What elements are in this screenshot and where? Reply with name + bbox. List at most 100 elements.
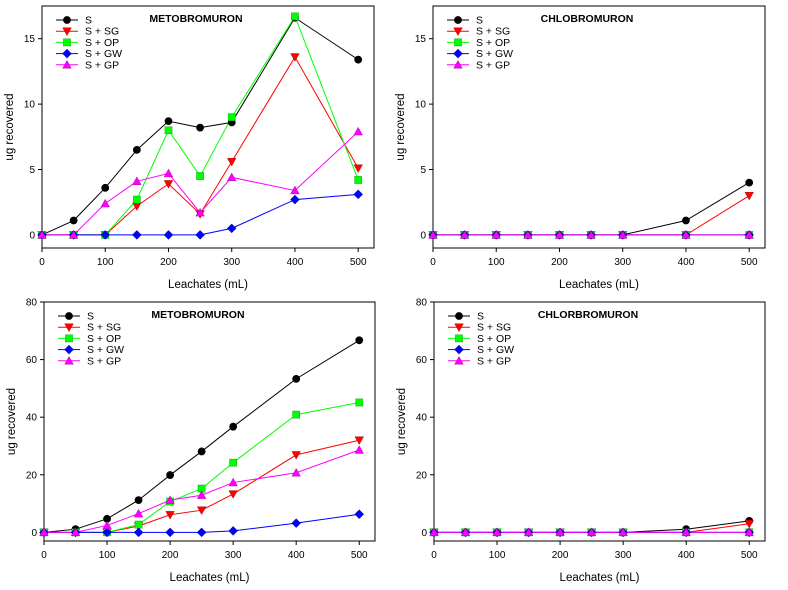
legend-label: S + GW	[476, 48, 513, 60]
y-tick-label: 15	[415, 34, 427, 45]
legend-marker	[63, 38, 71, 47]
legend-marker	[454, 38, 462, 47]
data-point	[163, 168, 174, 178]
x-tick-label: 100	[488, 257, 505, 268]
data-point	[523, 527, 534, 537]
y-tick-label: 60	[416, 355, 428, 366]
data-point	[132, 145, 141, 154]
x-tick-label: 100	[489, 550, 506, 561]
data-point	[164, 126, 173, 135]
data-point	[228, 477, 238, 487]
data-point	[228, 526, 238, 536]
x-tick-label: 100	[97, 257, 114, 268]
legend-marker	[454, 356, 464, 365]
y-tick-label: 0	[420, 230, 426, 241]
data-point	[290, 185, 300, 195]
data-point	[290, 53, 300, 62]
legend-marker	[64, 323, 74, 332]
data-point	[132, 230, 142, 240]
x-tick-label: 0	[41, 550, 47, 561]
data-point	[292, 374, 301, 383]
legend-marker	[64, 356, 74, 365]
chart-panel-2: 0 100 200 300 400 500 0 5 10 15 Leachates (mL) ug r…	[395, 5, 766, 291]
data-point	[164, 117, 173, 126]
data-point	[196, 123, 204, 132]
chart-title: METOBROMURON	[149, 13, 242, 25]
x-tick-label: 300	[614, 257, 631, 268]
x-tick-label: 500	[741, 257, 758, 268]
x-tick-label: 200	[551, 257, 568, 268]
data-point	[292, 410, 300, 419]
y-tick-label: 0	[421, 528, 427, 539]
y-tick-label: 20	[416, 470, 428, 481]
data-point	[195, 230, 205, 240]
data-point	[165, 511, 175, 520]
legend-label: S + SG	[85, 26, 119, 38]
data-point	[586, 230, 596, 239]
x-tick-label: 200	[552, 550, 569, 561]
x-tick-label: 500	[350, 257, 367, 268]
legend-marker	[64, 344, 74, 355]
y-tick-label: 5	[420, 165, 426, 176]
legend-label: S + SG	[477, 322, 511, 334]
legend-marker	[454, 344, 464, 355]
y-axis-label: ug recovered	[4, 93, 16, 160]
legend-label: S + GP	[477, 355, 511, 367]
legend-label: S + GW	[477, 344, 514, 356]
x-axis-label: Leachates (mL)	[560, 572, 640, 584]
legend-marker	[62, 60, 72, 69]
y-tick-label: 60	[26, 355, 38, 366]
y-tick-label: 0	[29, 230, 35, 241]
plot-frame	[43, 301, 376, 542]
x-tick-label: 400	[288, 550, 305, 561]
legend-marker	[453, 27, 463, 36]
data-point	[586, 527, 597, 537]
data-point	[165, 495, 175, 504]
data-point	[227, 113, 236, 121]
legend-label: S	[476, 15, 483, 27]
legend-marker	[62, 27, 72, 36]
legend-marker	[454, 323, 464, 332]
plot-frame	[41, 5, 375, 249]
legend-marker	[63, 16, 71, 24]
y-tick-label: 5	[29, 165, 35, 176]
data-point	[195, 207, 205, 217]
data-point	[355, 336, 364, 345]
data-point	[681, 230, 691, 239]
data-point	[100, 198, 110, 208]
x-axis-label: Leachates (mL)	[559, 279, 639, 291]
legend-marker	[455, 312, 463, 320]
plot-frame	[433, 301, 766, 542]
data-point	[429, 527, 439, 537]
data-point	[354, 436, 364, 445]
y-tick-label: 40	[416, 413, 428, 424]
data-point	[428, 230, 438, 239]
chart-panel-4: 0 100 200 300 400 500 0 20 40 60 80 Leachates (mL) u…	[396, 298, 766, 584]
x-tick-label: 0	[39, 257, 45, 268]
data-point	[69, 216, 78, 225]
x-tick-label: 200	[160, 257, 177, 268]
legend-marker	[453, 48, 463, 59]
chart-title: CHLORBROMURON	[538, 309, 638, 321]
data-point	[460, 527, 471, 537]
legend-label: S + GP	[476, 59, 510, 71]
x-tick-label: 300	[223, 257, 240, 268]
legend-label: S + GW	[85, 48, 122, 60]
legend-label: S + GP	[87, 355, 121, 367]
data-point	[101, 183, 110, 192]
data-point	[196, 490, 207, 499]
data-point	[354, 509, 365, 520]
data-point	[744, 192, 754, 201]
data-point	[102, 520, 112, 530]
legend-marker	[453, 60, 463, 69]
chart-title: METOBROMURON	[151, 309, 244, 321]
series-line-1	[43, 339, 360, 533]
legend-label: S + GP	[85, 59, 119, 71]
series-line-1	[433, 182, 750, 236]
x-tick-label: 0	[431, 550, 437, 561]
y-axis-label: ug recovered	[396, 388, 408, 455]
data-point	[134, 496, 143, 505]
y-tick-label: 15	[24, 34, 36, 45]
legend-label: S + GW	[87, 344, 124, 356]
data-point	[134, 520, 143, 529]
